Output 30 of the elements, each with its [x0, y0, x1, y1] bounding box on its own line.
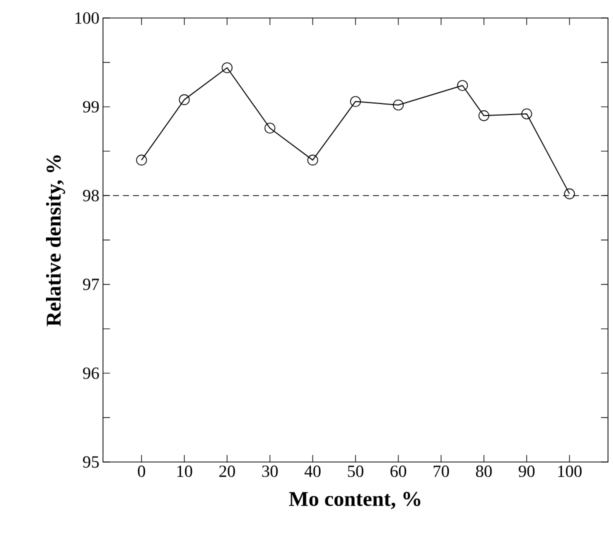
point: [457, 80, 468, 91]
x-tick-label: 10: [177, 466, 192, 478]
y-tick-label: 100: [75, 12, 99, 24]
point: [178, 94, 190, 106]
x-tick-label: 40: [304, 466, 321, 478]
point: [392, 100, 404, 110]
point: [222, 62, 233, 74]
y-tick-label: 96: [83, 367, 99, 379]
y-tick-label: 97: [83, 278, 99, 290]
y-tick-label: 99: [83, 101, 99, 113]
point: [350, 96, 361, 107]
x-tick-label: 60: [390, 466, 406, 478]
x-tick-label: 20: [219, 466, 235, 478]
x-tick-label: 100: [558, 466, 582, 478]
point: [264, 122, 276, 134]
x-axis-title: Mo content, %: [289, 492, 420, 510]
x-tick-label: 70: [434, 466, 449, 478]
y-tick-label: 95: [83, 456, 99, 468]
x-tick-label: 80: [476, 466, 492, 478]
point: [564, 188, 575, 200]
point: [521, 108, 532, 120]
x-tick-label: 50: [348, 466, 364, 478]
y-tick-label: 98: [83, 190, 99, 202]
point: [307, 154, 318, 166]
point: [478, 110, 490, 122]
x-tick-label: 90: [518, 466, 535, 478]
x-tick-label: 0: [138, 466, 146, 478]
y-axis-title: Relative density, %: [46, 155, 66, 326]
point: [136, 154, 147, 166]
x-tick-label: 30: [262, 466, 278, 478]
